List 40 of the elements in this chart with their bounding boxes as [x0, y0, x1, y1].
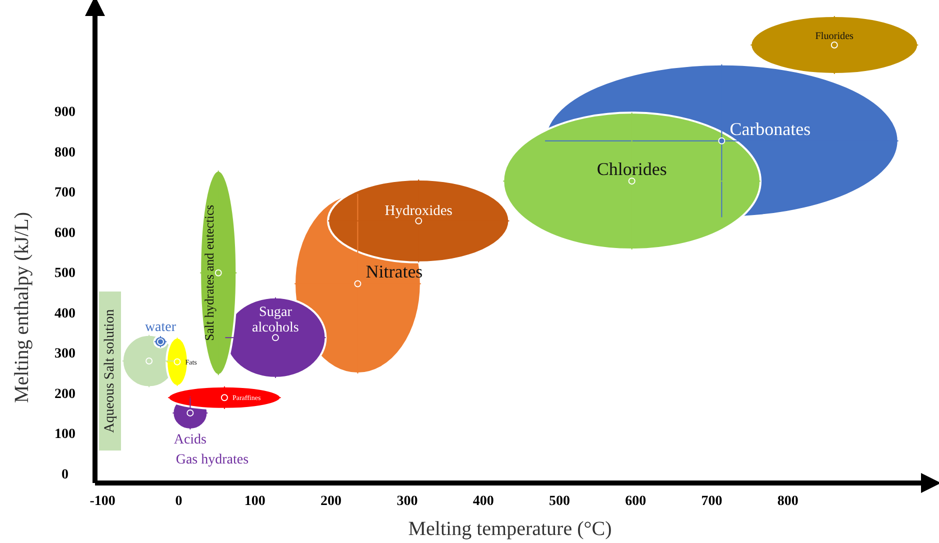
- series-label: Hydroxides: [384, 202, 453, 219]
- series-label: Fluorides: [815, 31, 854, 42]
- point: [718, 137, 726, 144]
- y-tick-label: 900: [54, 105, 76, 120]
- x-tick-label: 200: [320, 494, 342, 509]
- y-tick-label: 200: [54, 386, 76, 402]
- y-tick-label: 500: [54, 266, 76, 282]
- x-axis-title: Melting temperature (°C): [408, 518, 612, 540]
- x-tick-label: 800: [777, 494, 798, 509]
- point: [272, 334, 279, 342]
- point: [354, 280, 362, 288]
- x-tick-label: -100: [90, 494, 116, 509]
- x-tick-label: 500: [548, 494, 570, 509]
- x-tick-label: 100: [244, 494, 266, 509]
- y-tick-label: 800: [54, 145, 76, 160]
- series-label: water: [144, 320, 176, 336]
- x-tick-label: 300: [396, 494, 418, 509]
- point: [628, 178, 636, 185]
- y-tick-label: 100: [54, 427, 76, 442]
- y-tick-label: 700: [54, 186, 76, 201]
- y-tick-label: 300: [54, 346, 76, 362]
- y-tick-label: 600: [54, 226, 76, 241]
- series-label: Sugar alcohols: [252, 304, 299, 336]
- series-label: Chlorides: [596, 159, 667, 180]
- point: [830, 42, 838, 49]
- x-tick-label: 600: [625, 494, 646, 509]
- x-tick-label: 0: [175, 494, 182, 509]
- x-tick-label: 700: [701, 494, 722, 509]
- y-tick-label: 0: [62, 467, 68, 482]
- x-tick-label: 400: [472, 494, 494, 509]
- series-label: Acids: [174, 432, 207, 448]
- point: [174, 358, 181, 366]
- point: [220, 394, 228, 402]
- text: Aqueous Salt solution: [102, 309, 118, 433]
- y-axis-title: Melting enthalpy (kJ/L): [11, 212, 33, 404]
- series-label: Carbonates: [730, 118, 811, 139]
- annotation: Gas hydrates: [176, 452, 249, 468]
- y-tick-label: 400: [54, 306, 76, 322]
- text: Salt hydrates and eutectics: [202, 204, 216, 341]
- point: [214, 269, 222, 276]
